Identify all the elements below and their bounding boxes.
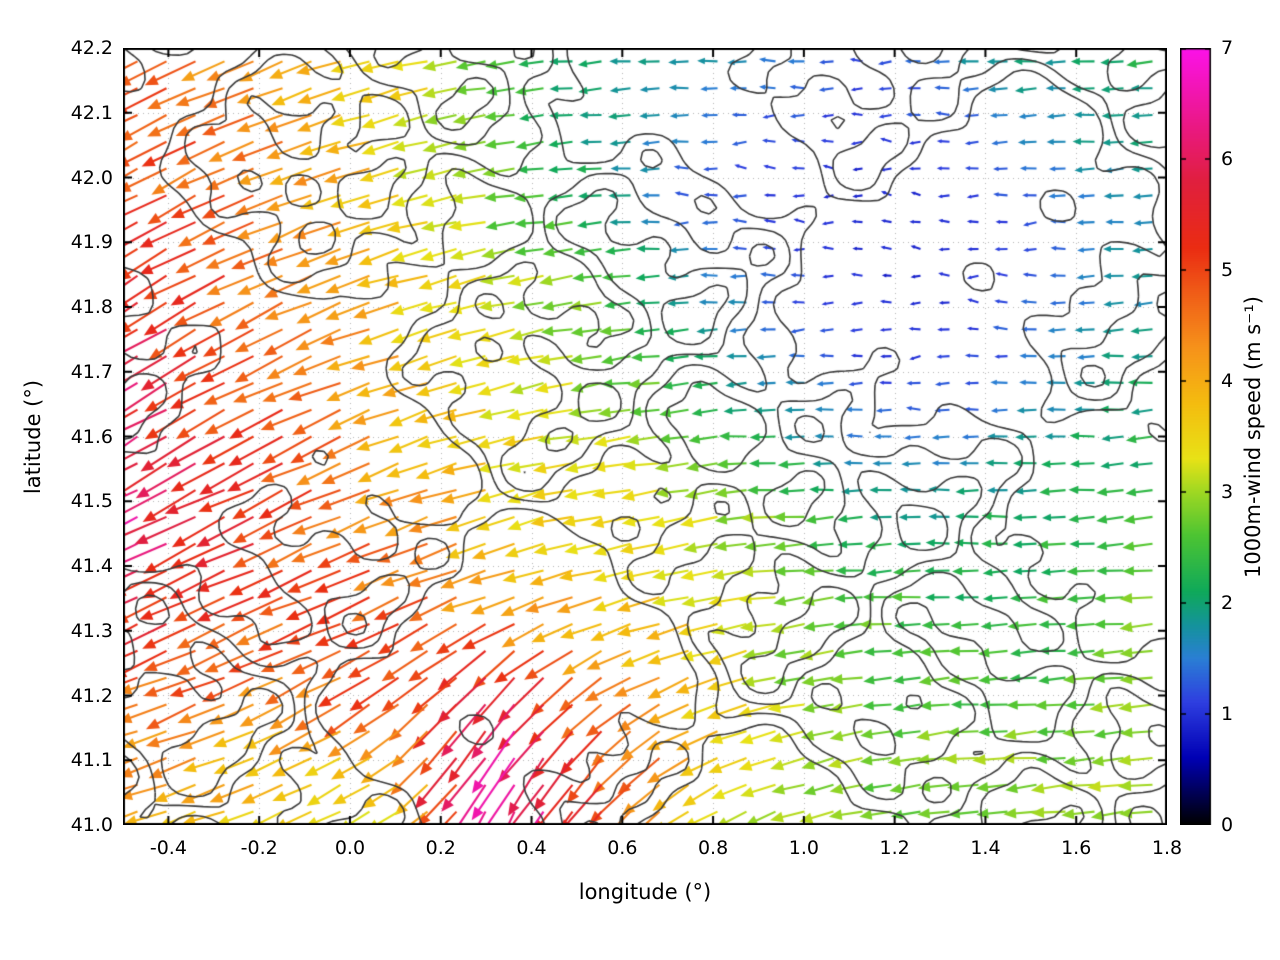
y-tick-label: 41.6 [70,425,113,448]
colorbar-tick-label: 0 [1221,814,1234,836]
colorbar-tick-label: 7 [1221,37,1234,59]
y-tick-label: 42.1 [70,101,113,124]
y-tick-label: 41.9 [70,231,113,254]
x-tick-label: 1.6 [1061,837,1092,859]
x-tick-label: 1.8 [1151,837,1183,859]
colorbar-canvas [1180,48,1226,825]
x-tick-label: 0.0 [334,837,366,859]
x-tick-label: 0.6 [607,837,638,859]
y-tick-label: 41.1 [70,749,113,772]
y-axis-label: latitude (°) [21,379,45,495]
x-axis-label: longitude (°) [578,880,712,904]
x-tick-label: 0.2 [425,837,456,859]
x-tick-label: 0.8 [697,837,729,859]
colorbar-tick-label: 2 [1221,592,1234,614]
colorbar-tick-label: 1 [1221,703,1234,725]
y-tick-label: 41.7 [70,360,113,383]
y-tick-label: 41.2 [70,684,113,707]
x-tick-label: 1.4 [970,837,1001,859]
colorbar-tick-label: 3 [1221,481,1234,503]
y-tick-label: 42.2 [70,37,113,59]
x-tick-label: 1.0 [788,837,819,859]
colorbar-label: 1000m-wind speed (m s⁻¹) [1241,296,1265,578]
y-tick-label: 41.8 [70,296,113,318]
y-tick-label: 41.4 [70,555,113,577]
y-tick-label: 41.5 [70,490,113,513]
colorbar-tick-label: 4 [1221,370,1234,392]
x-tick-label: 1.2 [879,837,910,859]
colorbar-tick-label: 5 [1221,259,1234,281]
colorbar-tick-label: 6 [1221,148,1234,170]
y-tick-label: 42.0 [70,166,113,189]
x-tick-label: 0.4 [516,837,547,859]
x-tick-label: -0.2 [240,837,278,859]
x-tick-label: -0.4 [149,837,187,859]
y-tick-label: 41.3 [70,619,113,642]
plot-canvas [123,48,1167,825]
y-tick-label: 41.0 [70,814,113,836]
